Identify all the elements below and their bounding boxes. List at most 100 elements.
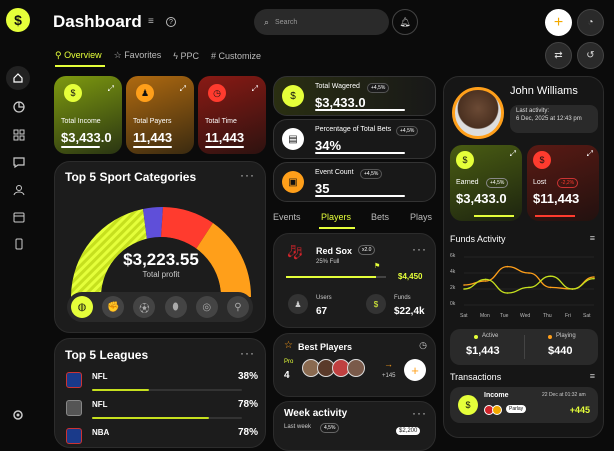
expand-icon[interactable]: ⤢ <box>107 84 114 93</box>
tab-events[interactable]: Events <box>273 212 301 222</box>
more-icon[interactable]: ··· <box>240 168 255 182</box>
earned-card[interactable]: $ ⤢ Earned +4,5% $3,433.0 <box>450 145 522 221</box>
series-2-point-4 <box>549 275 552 277</box>
profile-button[interactable]: ◔ <box>577 9 604 36</box>
expand-icon[interactable]: ⤢ <box>586 149 593 158</box>
total-profit-caption: Total profit <box>142 270 180 279</box>
league-row[interactable]: NBA 78% <box>62 425 260 447</box>
sport-icons: ◍ ✊ ⚽︎ ⬮ ◎ ⚲ <box>67 292 253 322</box>
team-logo <box>492 405 502 415</box>
stat-card-time[interactable]: ◷ ⤢ Total Time 11,443 <box>198 76 266 154</box>
search-icon: ⌕ <box>264 16 270 27</box>
pie-chart-icon[interactable] <box>12 100 26 114</box>
card-title: Top 5 Leagues <box>65 348 149 362</box>
profile-card: John Williams Last activity: 6 Dec, 2025… <box>443 76 604 438</box>
profile-avatar[interactable] <box>452 87 504 139</box>
grid-icon[interactable] <box>12 128 26 142</box>
tab-ppc[interactable]: ϟ PPC <box>173 50 199 61</box>
stat-bar <box>535 215 575 217</box>
add-button[interactable]: + <box>545 9 572 36</box>
league-row[interactable]: NFL 38% <box>62 369 260 391</box>
series-2-point-6 <box>593 277 595 280</box>
stat-card-income[interactable]: $ ⤢ Total Income $3,433.0 <box>54 76 122 154</box>
filter-icon[interactable]: ≡ <box>148 16 154 27</box>
best-players-card: ☆ Best Players ◷ Pro 4 → +145 + <box>273 333 436 397</box>
event-count-card[interactable]: ▣ Event Count +4,5% 35 <box>273 162 436 202</box>
series-2-point-2 <box>506 292 509 294</box>
soccer-icon[interactable]: ⚽︎ <box>133 296 156 318</box>
team-full: 25% Full <box>316 259 340 265</box>
stat-value: 11,443 <box>205 130 245 145</box>
swap-button[interactable]: ⇄ <box>545 42 572 69</box>
football-icon[interactable]: ⬮ <box>164 296 187 318</box>
flag-icon: ⚑ <box>374 263 381 270</box>
series-1-point-1 <box>484 280 487 282</box>
team-name: Red Sox <box>316 246 353 256</box>
settings-icon[interactable] <box>12 408 24 426</box>
stat-value: $3,433.0 <box>61 130 112 145</box>
calendar-icon[interactable] <box>12 210 26 224</box>
tab-favorites[interactable]: ☆ Favorites <box>113 50 162 60</box>
volleyball-icon[interactable]: ◍ <box>71 296 93 318</box>
x-tick: Fri <box>565 313 571 319</box>
tab-customize[interactable]: # Customize <box>210 50 262 61</box>
team-icon[interactable] <box>12 183 26 197</box>
home-icon[interactable] <box>6 66 30 90</box>
tab-bets[interactable]: Bets <box>371 212 390 222</box>
week-activity-card: Week activity ··· Last week 4,5% $2,200 <box>273 401 436 451</box>
more-icon[interactable]: ··· <box>412 406 427 420</box>
more-icon[interactable]: ··· <box>412 242 427 256</box>
expand-icon[interactable]: ⤢ <box>251 84 258 93</box>
transactions-title: Transactions <box>450 372 502 382</box>
divider <box>524 335 525 359</box>
users-label: Users <box>316 295 332 301</box>
team-card[interactable]: 🧦︎ Red Sox x2.0 25% Full ··· ⚑ $4,450 ♟ … <box>273 233 436 328</box>
menu-icon[interactable]: ≡ <box>589 233 595 243</box>
app-logo[interactable]: $ <box>6 8 30 32</box>
menu-icon[interactable]: ≡ <box>589 371 595 381</box>
more-icon[interactable]: ··· <box>240 346 255 360</box>
league-pct: 78% <box>237 399 258 410</box>
lost-card[interactable]: $ ⤢ Lost -2,2% $11,443 <box>527 145 599 221</box>
chat-icon[interactable] <box>12 155 26 169</box>
league-row[interactable]: NFL 78% <box>62 397 260 419</box>
player-avatar[interactable] <box>347 359 365 377</box>
help-icon[interactable]: ? <box>166 17 176 27</box>
team-amount: $4,450 <box>398 272 423 281</box>
series-line-1 <box>463 265 595 290</box>
playing-dot <box>548 335 552 339</box>
last-activity: Last activity: 6 Dec, 2025 at 12:43 pm <box>510 105 598 133</box>
mobile-icon[interactable] <box>12 237 26 251</box>
history-button[interactable]: ↺ <box>577 42 604 69</box>
wagered-card[interactable]: $ Total Wagered +4,5% $3,433.0 <box>273 76 436 116</box>
timer-icon[interactable]: ◷ <box>419 340 427 350</box>
search-bar[interactable]: ⌕ Search <box>254 9 389 35</box>
tab-plays[interactable]: Plays <box>410 212 433 222</box>
boxing-icon[interactable]: ✊ <box>102 296 125 318</box>
expand-icon[interactable]: ⤢ <box>509 149 516 158</box>
y-tick: 0k <box>450 301 456 307</box>
expand-icon[interactable]: ⤢ <box>179 84 186 93</box>
tab-players[interactable]: Players <box>321 212 352 222</box>
basketball-icon[interactable]: ◎ <box>195 296 218 318</box>
transaction-item[interactable]: $ Income 22 Dec at 01:32 am Parlay +445 <box>450 387 598 423</box>
event-icon: ▣ <box>282 171 304 193</box>
stat-bar <box>315 195 405 197</box>
week-value: $2,200 <box>396 427 421 435</box>
stat-bar <box>205 146 244 148</box>
notifications-button[interactable]: 🔔︎ <box>392 9 418 35</box>
red-sox-logo: 🧦︎ <box>286 244 304 260</box>
bets-percentage-card[interactable]: ▤ Percentage of Total Bets +4,5% 34% <box>273 119 436 159</box>
arrow-icon: → <box>384 359 393 369</box>
search-input[interactable]: Search <box>275 18 298 26</box>
funds-value: $22,4k <box>394 306 425 317</box>
funds-activity-title: Funds Activity <box>450 234 506 244</box>
series-2-point-0 <box>463 288 465 290</box>
add-player-button[interactable]: + <box>404 359 426 381</box>
league-name: NBA <box>92 428 110 437</box>
stat-label: Total Income <box>61 118 101 125</box>
stat-card-payers[interactable]: ♟ ⤢ Total Payers 11,443 <box>126 76 194 154</box>
tab-overview[interactable]: ⚲ Overview <box>55 50 102 60</box>
series-2-point-1 <box>484 278 487 281</box>
tennis-icon[interactable]: ⚲ <box>226 296 249 318</box>
